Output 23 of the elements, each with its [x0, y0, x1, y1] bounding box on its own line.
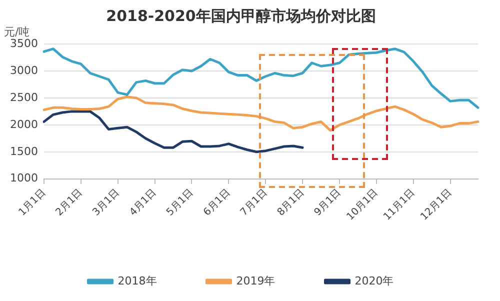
x-tick-label: 8月1日 [276, 187, 307, 218]
y-tick-label: 3500 [10, 36, 38, 50]
x-tick-label: 6月1日 [202, 187, 233, 218]
x-tick-label: 1月1日 [17, 187, 48, 218]
legend-label: 2018年 [118, 274, 157, 288]
x-tick-label: 2月1日 [54, 187, 85, 218]
y-tick-label: 1000 [10, 172, 38, 185]
x-tick-label: 9月1日 [312, 187, 344, 218]
x-tick-label: 12月1日 [418, 187, 454, 223]
x-tick-label: 3月1日 [90, 187, 122, 218]
legend-label: 2020年 [354, 274, 394, 288]
legend-label: 2019年 [236, 274, 276, 288]
x-tick-label: 5月1日 [164, 187, 196, 218]
y-axis-title: 元/吨 [4, 25, 30, 38]
y-tick-label: 2000 [10, 118, 38, 131]
y-tick-label: 1500 [10, 144, 38, 158]
y-tick-label: 2500 [10, 90, 38, 104]
x-tick-label: 10月1日 [344, 187, 380, 223]
chart-title: 2018-2020年国内甲醇市场均价对比图 [106, 6, 376, 25]
y-tick-label: 3000 [10, 64, 38, 77]
x-tick-label: 4月1日 [128, 187, 159, 218]
x-tick-label: 7月1日 [238, 187, 270, 218]
x-tick-label: 11月1日 [382, 187, 418, 223]
